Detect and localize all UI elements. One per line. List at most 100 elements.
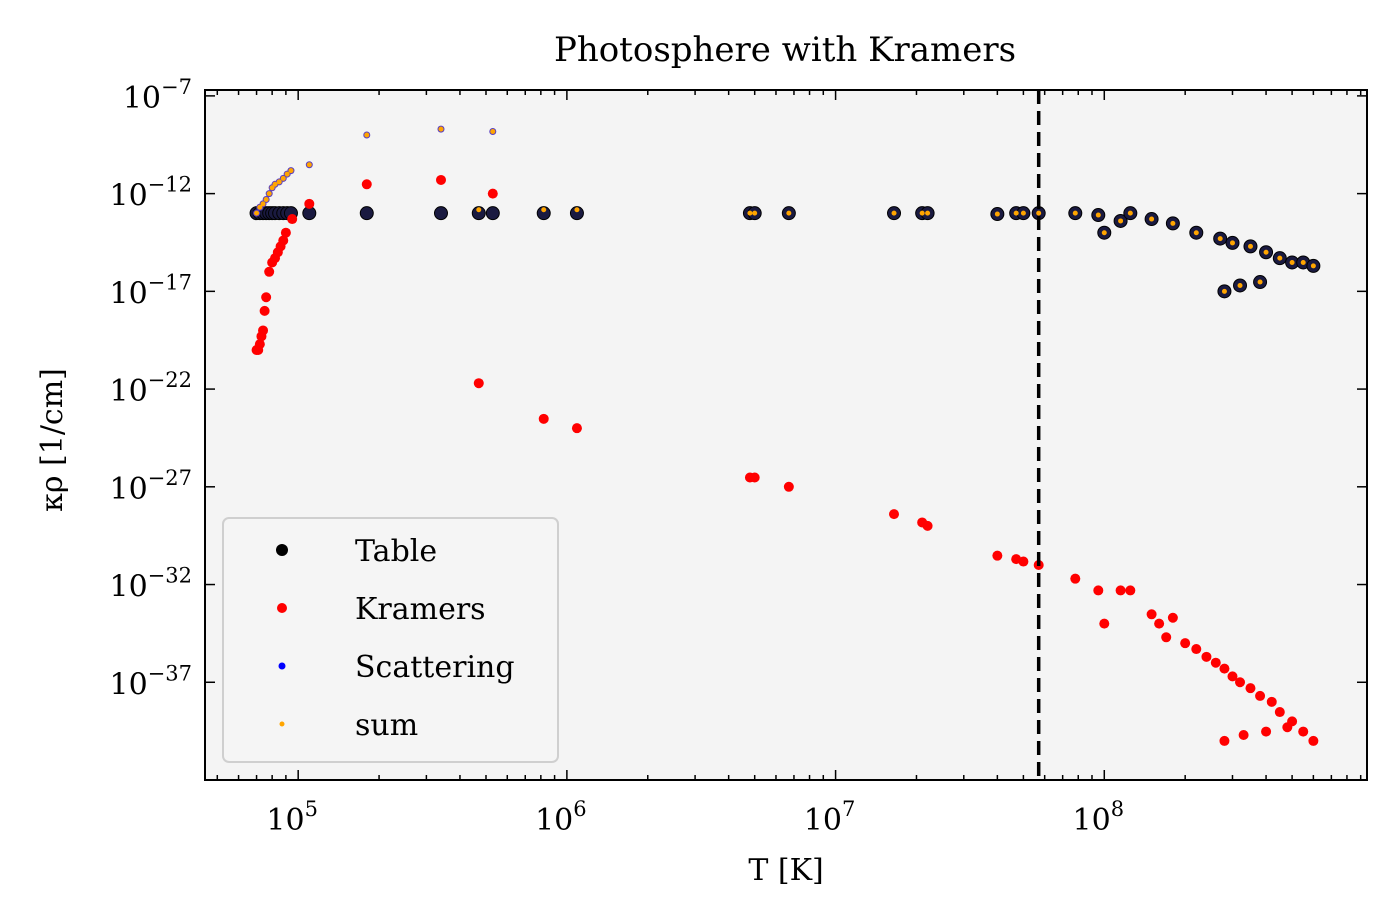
point-sum — [752, 210, 758, 216]
y-tick-label: 10−17 — [109, 270, 192, 311]
point-kramers — [278, 235, 289, 246]
legend-box — [222, 517, 559, 763]
point-sum — [260, 201, 266, 207]
point-kramers — [1210, 657, 1221, 668]
scatter-points — [249, 125, 1321, 746]
point-sum — [1013, 210, 1019, 216]
point-kramers — [1146, 609, 1157, 620]
point-sum — [919, 210, 925, 216]
point-sum — [747, 210, 753, 216]
x-tick-label: 105 — [266, 797, 318, 838]
legend-marker — [276, 544, 288, 556]
y-tick-label: 10−12 — [109, 173, 192, 214]
point-kramers — [487, 188, 498, 199]
point-table — [536, 206, 551, 221]
point-sum — [994, 211, 1000, 217]
point-kramers — [1282, 722, 1293, 733]
legend-marker — [279, 721, 285, 727]
point-sum — [288, 168, 294, 174]
y-tick-labels: 10−7 10−12 10−17 10−22 10−27 10−32 10−37 — [109, 75, 192, 702]
point-sum — [1118, 218, 1124, 224]
point-kramers — [280, 227, 291, 238]
point-kramers — [1261, 726, 1272, 737]
point-kramers — [473, 378, 484, 389]
point-sum — [1229, 240, 1235, 246]
point-sum — [1300, 259, 1306, 265]
point-sum — [257, 204, 263, 210]
point-sum — [1289, 259, 1295, 265]
point-kramers — [258, 325, 269, 336]
point-table — [471, 206, 486, 221]
legend-label: Scattering — [355, 650, 515, 685]
point-sum — [1149, 216, 1155, 222]
point-kramers — [259, 305, 270, 316]
legend-marker — [278, 662, 286, 670]
point-sum — [284, 171, 290, 177]
point-sum — [276, 179, 282, 185]
point-kramers — [261, 292, 272, 303]
chart-title: Photosphere with Kramers — [554, 30, 1016, 70]
point-kramers — [1255, 690, 1266, 701]
point-sum — [574, 207, 580, 213]
legend-label: Table — [355, 534, 437, 569]
point-kramers — [1238, 730, 1249, 741]
point-kramers — [1219, 663, 1230, 674]
point-kramers — [1115, 585, 1126, 596]
point-sum — [1127, 210, 1133, 216]
point-kramers — [783, 481, 794, 492]
point-kramers — [1093, 585, 1104, 596]
point-sum — [266, 191, 272, 197]
point-sum — [280, 175, 286, 181]
legend-label: sum — [355, 708, 418, 743]
point-kramers — [304, 198, 315, 209]
x-tick-label: 107 — [804, 797, 856, 838]
point-sum — [263, 196, 269, 202]
point-kramers — [1167, 612, 1178, 623]
point-sum — [1217, 236, 1223, 242]
y-tick-label: 10−27 — [109, 466, 192, 507]
point-kramers — [538, 413, 549, 424]
point-sum — [272, 181, 278, 187]
y-tick-label: 10−37 — [109, 661, 192, 702]
point-kramers — [992, 550, 1003, 561]
point-sum — [1170, 220, 1176, 226]
point-kramers — [1274, 707, 1285, 718]
point-table — [569, 206, 584, 221]
point-sum — [1247, 243, 1253, 249]
x-tick-labels: 105 106 107 108 — [266, 797, 1124, 838]
point-kramers — [889, 509, 900, 520]
plot-frame — [204, 89, 1368, 781]
point-sum — [1101, 230, 1107, 236]
point-kramers — [1180, 638, 1191, 649]
point-sum — [1095, 212, 1101, 218]
y-tick-label: 10−7 — [123, 75, 192, 116]
point-kramers — [1154, 618, 1165, 629]
point-table — [433, 206, 448, 221]
point-kramers — [1266, 696, 1277, 707]
point-sum — [1257, 279, 1263, 285]
point-sum — [786, 210, 792, 216]
point-kramers — [1201, 651, 1212, 662]
point-sum — [1020, 210, 1026, 216]
y-tick-label: 10−22 — [109, 368, 192, 409]
legend-marker — [277, 603, 287, 613]
point-sum — [541, 207, 547, 213]
point-sum — [1072, 210, 1078, 216]
point-kramers — [1161, 632, 1172, 643]
point-kramers — [287, 214, 298, 225]
point-sum — [490, 129, 496, 135]
point-sum — [925, 210, 931, 216]
point-sum — [1263, 249, 1269, 255]
point-sum — [476, 207, 482, 213]
point-sum — [1036, 210, 1042, 216]
point-kramers — [749, 472, 760, 483]
point-sum — [269, 185, 275, 191]
point-sum — [1193, 230, 1199, 236]
legend-label: Kramers — [355, 592, 486, 627]
y-axis-label: κρ [1/cm] — [35, 368, 70, 512]
point-sum — [438, 126, 444, 132]
point-kramers — [1227, 671, 1238, 682]
point-kramers — [1308, 735, 1319, 746]
point-kramers — [1125, 585, 1136, 596]
